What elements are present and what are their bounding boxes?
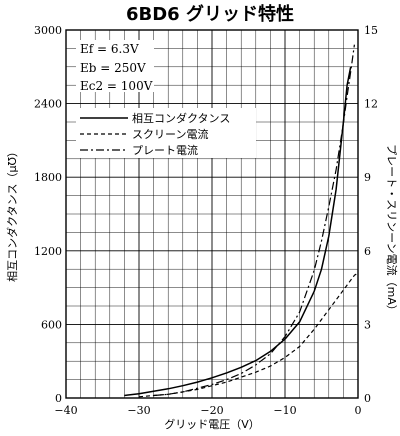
series-line-plate-current	[153, 44, 355, 397]
condition-filament-voltage: Ef = 6.3V	[80, 42, 139, 56]
right-tick-label: 6	[364, 245, 371, 258]
legend-background	[76, 108, 256, 158]
x-tick-label: 0	[355, 404, 362, 417]
x-tick-label: −20	[200, 404, 223, 417]
left-tick-label: 2400	[34, 98, 62, 111]
grid-lines	[66, 30, 358, 398]
x-tick-label: −30	[127, 404, 150, 417]
left-axis-label: 相互コンダクタンス（μ℧）	[5, 146, 19, 282]
legend-label-screen-current: スクリーン電流	[132, 127, 208, 141]
legend: 相互コンダクタンス スクリーン電流 プレート電流	[76, 108, 256, 158]
data-series	[124, 44, 359, 398]
left-axis-ticks: 0 600 1200 1800 2400 3000	[34, 24, 62, 405]
series-line-transconductance	[124, 66, 352, 397]
left-tick-label: 600	[41, 318, 62, 331]
legend-label-transconductance: 相互コンダクタンス	[132, 111, 230, 125]
left-tick-label: 3000	[34, 24, 62, 37]
legend-label-plate-current: プレート電流	[132, 143, 198, 157]
right-tick-label: 9	[364, 171, 371, 184]
left-tick-label: 1200	[34, 245, 62, 258]
right-tick-label: 0	[364, 392, 371, 405]
chart-title: 6BD6 グリッド特性	[126, 3, 294, 25]
left-tick-label: 0	[55, 392, 62, 405]
x-tick-label: −40	[54, 404, 77, 417]
right-tick-label: 12	[364, 98, 378, 111]
right-axis-label: プレート・スリンーン電流（mA）	[385, 144, 399, 316]
condition-plate-voltage: Eb = 250V	[80, 61, 146, 75]
right-axis-ticks: 0 3 6 9 12 15	[364, 24, 378, 405]
right-tick-label: 15	[364, 24, 378, 37]
x-axis-ticks: −40 −30 −20 −10 0	[54, 404, 361, 417]
condition-screen-voltage: Ec2 = 100V	[80, 79, 153, 93]
x-tick-label: −10	[273, 404, 296, 417]
series-line-screen-current	[138, 272, 359, 398]
right-tick-label: 3	[364, 318, 371, 331]
conditions-box-background	[76, 40, 154, 92]
x-axis-label: グリッド電圧（V）	[164, 417, 260, 431]
left-tick-label: 1800	[34, 171, 62, 184]
